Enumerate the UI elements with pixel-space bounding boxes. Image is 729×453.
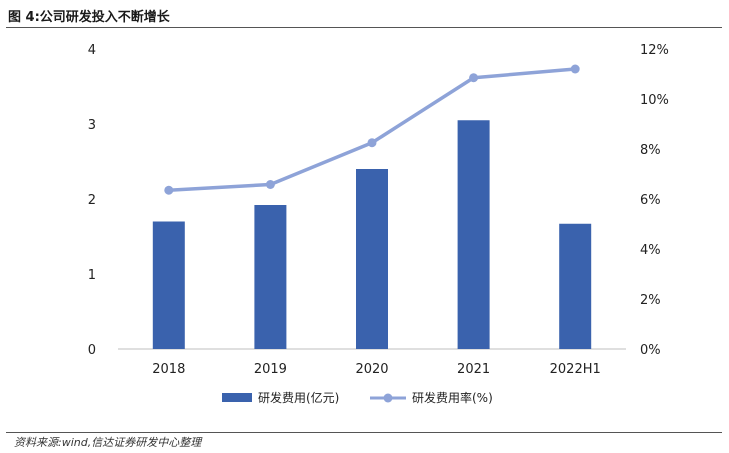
x-tick-label: 2019: [254, 362, 287, 377]
left-tick-label: 3: [88, 118, 96, 133]
bar: [457, 120, 490, 349]
right-tick-label: 2%: [640, 293, 661, 308]
rate-series-points: [164, 64, 580, 195]
right-tick-label: 0%: [640, 343, 661, 358]
bar: [254, 205, 287, 349]
legend-line-label: 研发费用率(%): [412, 390, 493, 405]
right-axis-ticks: 0% 2% 4% 6% 8% 10% 12%: [640, 43, 669, 358]
bar: [152, 221, 185, 349]
left-tick-label: 4: [88, 43, 96, 58]
right-tick-label: 8%: [640, 143, 661, 158]
right-tick-label: 6%: [640, 193, 661, 208]
left-axis-ticks: 0 1 2 3 4: [88, 43, 96, 358]
legend: 研发费用(亿元) 研发费用率(%): [222, 390, 493, 405]
source-note: 资料来源:wind,信达证券研发中心整理: [14, 436, 202, 449]
bar: [559, 223, 592, 349]
rate-point: [367, 138, 377, 148]
left-tick-label: 1: [88, 268, 96, 283]
right-tick-label: 10%: [640, 93, 669, 108]
x-tick-label: 2020: [355, 362, 388, 377]
top-rule: [6, 27, 722, 28]
legend-bar-label: 研发费用(亿元): [258, 390, 339, 405]
x-tick-label: 2018: [152, 362, 185, 377]
right-tick-label: 12%: [640, 43, 669, 58]
figure-title: 图 4:公司研发投入不断增长: [8, 10, 170, 25]
rate-point: [265, 180, 275, 189]
x-tick-label: 2021: [457, 362, 490, 377]
x-tick-label: 2022H1: [550, 362, 601, 377]
right-tick-label: 4%: [640, 243, 661, 258]
x-axis-ticks: 2018 2019 2020 2021 2022H1: [152, 362, 601, 377]
legend-line-marker: [383, 393, 393, 403]
bottom-rule: [6, 432, 722, 433]
rate-point: [164, 185, 174, 195]
legend-bar-swatch: [222, 393, 252, 402]
bar-series: [152, 120, 592, 349]
rate-point: [570, 64, 580, 74]
bar: [356, 169, 388, 349]
left-tick-label: 0: [88, 343, 96, 358]
rate-point: [469, 73, 479, 83]
left-tick-label: 2: [88, 193, 96, 208]
